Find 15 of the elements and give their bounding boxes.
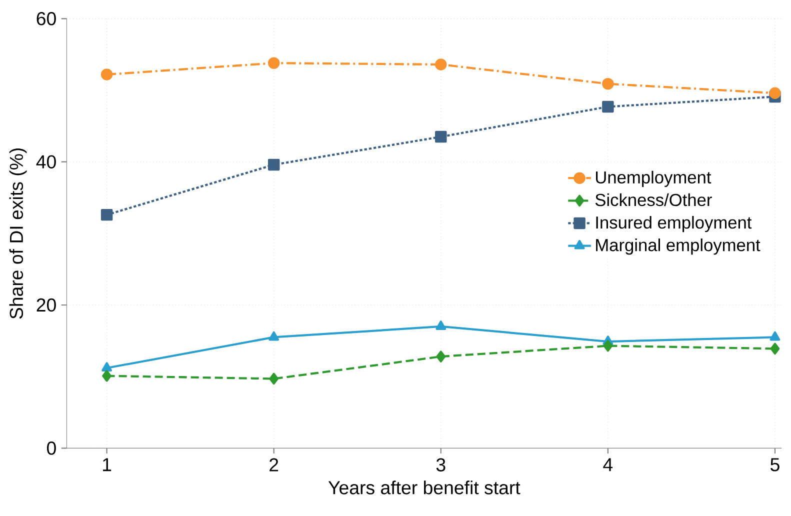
y-tick-label: 40	[36, 155, 56, 168]
x-tick-label: 3	[436, 458, 446, 472]
legend-label: Marginal employment	[596, 238, 760, 255]
y-axis-title: Share of DI exits (%)	[9, 148, 27, 319]
legend-label: Insured employment	[596, 216, 752, 232]
y-tick-label: 20	[36, 298, 56, 312]
y-tick-label: 0	[47, 441, 56, 455]
x-tick-label: 1	[103, 458, 112, 471]
x-axis-title: Years after benefit start	[328, 480, 520, 494]
x-tick-label: 4	[603, 458, 613, 471]
y-tick-label: 60	[36, 12, 56, 26]
x-tick-label: 2	[270, 458, 278, 472]
x-tick-label: 5	[770, 458, 780, 472]
legend-label: Sickness/Other	[595, 193, 712, 206]
legend-label: Unemployment	[596, 170, 712, 187]
